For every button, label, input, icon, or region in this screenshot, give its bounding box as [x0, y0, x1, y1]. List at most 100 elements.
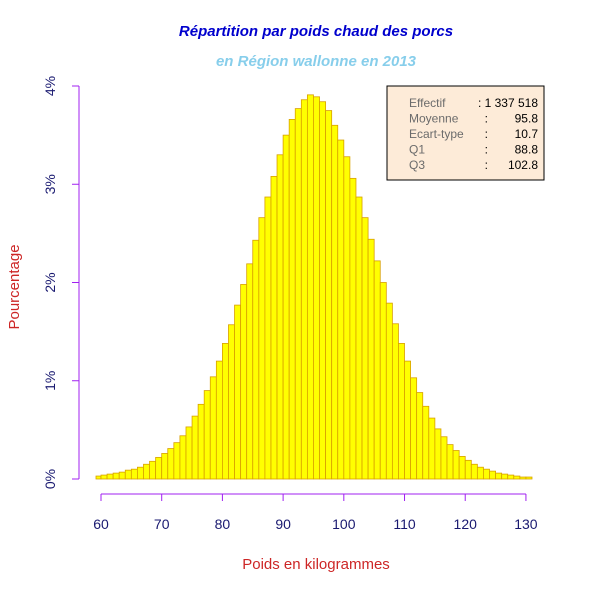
histogram-bar: [234, 304, 242, 480]
histogram-bar: [203, 390, 211, 480]
stat-label: Q3: [409, 158, 425, 172]
histogram-bar: [337, 139, 345, 480]
histogram-bar: [434, 428, 442, 480]
histogram-bar: [130, 468, 138, 480]
histogram-bar: [343, 156, 351, 480]
histogram-bar: [209, 376, 217, 480]
histogram-bar: [355, 196, 363, 480]
histogram-bar: [525, 476, 533, 480]
histogram-bar: [106, 473, 114, 480]
histogram-bar: [191, 415, 199, 480]
histogram-bar: [288, 119, 296, 480]
histogram-bar: [173, 442, 181, 480]
histogram-bar: [185, 426, 193, 480]
histogram-bar: [276, 154, 284, 480]
x-tick-label: 90: [275, 516, 291, 532]
histogram-bar: [215, 360, 223, 480]
x-tick-label: 100: [332, 516, 356, 532]
stat-label: Effectif: [409, 96, 446, 110]
y-tick-label: 3%: [42, 174, 58, 194]
histogram-bar: [319, 101, 327, 480]
bars-group: [95, 94, 533, 480]
histogram-bar: [143, 463, 150, 480]
y-tick-label: 4%: [42, 76, 58, 96]
histogram-bar: [112, 472, 120, 480]
histogram-bar: [264, 196, 272, 480]
histogram-bar: [519, 476, 527, 480]
x-tick-label: 60: [93, 516, 109, 532]
histogram-bar: [137, 466, 144, 480]
histogram-bar: [373, 260, 381, 480]
chart-title: Répartition par poids chaud des porcs: [179, 23, 453, 40]
histogram-bar: [379, 282, 387, 480]
histogram-bar: [313, 96, 320, 480]
histogram-bar: [124, 469, 132, 480]
histogram-bar: [428, 417, 436, 480]
y-axis-label: Pourcentage: [6, 244, 23, 329]
histogram-bar: [197, 403, 205, 480]
histogram-bar: [464, 459, 472, 480]
x-axis: 60 70 80 90 100 110 120 130: [93, 493, 538, 532]
histogram-bar: [398, 343, 405, 480]
y-axis: 0% 1% 2% 3% 4%: [42, 76, 80, 489]
x-axis-label: Poids en kilogrammes: [242, 556, 390, 573]
stat-value: : 102.8: [485, 158, 539, 172]
histogram-bar: [95, 475, 102, 480]
histogram-bar: [252, 239, 260, 480]
histogram-bar: [385, 302, 393, 480]
histogram-bar: [483, 468, 490, 480]
histogram-bar: [495, 472, 503, 480]
histogram-bar: [501, 473, 509, 480]
histogram-bar: [458, 455, 466, 480]
x-tick-label: 130: [514, 516, 538, 532]
histogram-bar: [228, 324, 235, 480]
stat-label: Moyenne: [409, 112, 459, 126]
histogram-bar: [149, 460, 157, 480]
stats-legend-box: Effectif: 1 337 518 Moyenne: 95.8 Ecart-ty…: [386, 85, 545, 181]
histogram-bar: [404, 360, 411, 480]
stat-value: : 10.7: [485, 127, 539, 141]
histogram-bar: [167, 448, 175, 480]
histogram-bar: [240, 284, 248, 480]
y-tick-label: 2%: [42, 272, 58, 292]
histogram-bar: [440, 436, 448, 480]
histogram-bar: [100, 474, 108, 480]
histogram-bar: [155, 456, 163, 480]
histogram-bar: [507, 474, 515, 480]
x-tick-label: 120: [454, 516, 478, 532]
histogram-bar: [470, 463, 478, 480]
histogram-bar: [367, 238, 375, 480]
x-tick-label: 80: [215, 516, 231, 532]
histogram-bar: [258, 217, 266, 480]
x-tick-label: 70: [154, 516, 170, 532]
histogram-bar: [246, 263, 254, 480]
histogram-bar: [331, 124, 339, 480]
stats-box-background: [386, 85, 545, 181]
histogram-bar: [282, 134, 290, 480]
histogram-bar: [270, 175, 278, 480]
histogram-bar: [349, 177, 357, 480]
chart-subtitle: en Région wallonne en 2013: [216, 53, 417, 70]
histogram-bar: [513, 475, 521, 480]
histogram-bar: [489, 470, 496, 480]
histogram-bar: [410, 377, 418, 480]
histogram-bar: [422, 405, 430, 480]
histogram-bar: [446, 444, 454, 480]
histogram-bar: [452, 450, 460, 480]
histogram-bar: [222, 343, 229, 480]
y-tick-label: 0%: [42, 469, 58, 489]
stat-label: Ecart-type: [409, 127, 464, 141]
histogram-bar: [179, 435, 187, 480]
histogram-bar: [306, 94, 314, 480]
y-tick-label: 1%: [42, 371, 58, 391]
histogram-bar: [294, 108, 302, 480]
stat-label: Q1: [409, 143, 425, 157]
histogram-bar: [476, 466, 484, 480]
histogram-bar: [391, 323, 399, 480]
stat-value: : 95.8: [485, 112, 539, 126]
histogram-bar: [416, 392, 424, 480]
histogram-bar: [361, 217, 369, 480]
histogram-bar: [300, 99, 308, 480]
histogram-bar: [118, 471, 126, 480]
